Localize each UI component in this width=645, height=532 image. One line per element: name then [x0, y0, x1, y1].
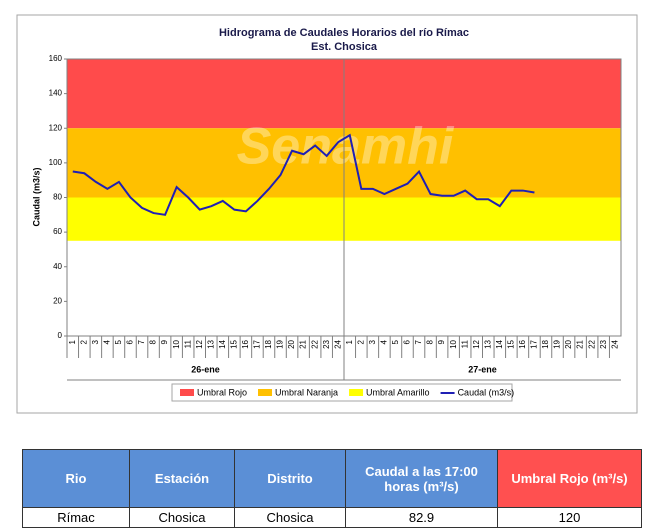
- table-header: Distrito: [234, 449, 346, 508]
- y-tick-label: 60: [53, 227, 62, 236]
- x-tick-label: 9: [160, 339, 169, 344]
- x-tick-label: 23: [322, 339, 331, 348]
- x-tick-label: 7: [414, 339, 423, 344]
- x-tick-label: 2: [79, 339, 88, 344]
- x-tick-label: 18: [541, 339, 550, 348]
- x-tick-label: 13: [483, 339, 492, 348]
- x-tick-label: 22: [587, 339, 596, 348]
- x-tick-label: 15: [506, 339, 515, 348]
- y-tick-label: 0: [58, 331, 63, 340]
- x-tick-label: 11: [460, 339, 469, 348]
- x-group-label: 26-ene: [191, 364, 220, 374]
- table-cell: Chosica: [129, 507, 235, 528]
- x-tick-label: 12: [472, 339, 481, 348]
- x-tick-label: 16: [518, 339, 527, 348]
- table-header: Estación: [129, 449, 235, 508]
- legend-swatch: [258, 389, 273, 396]
- legend-label: Caudal (m3/s): [458, 387, 515, 397]
- table-cell: Rímac: [22, 507, 130, 528]
- x-tick-label: 2: [356, 339, 365, 344]
- y-tick-label: 100: [49, 158, 63, 167]
- x-tick-label: 14: [218, 339, 227, 348]
- x-tick-label: 20: [564, 339, 573, 348]
- x-tick-label: 10: [172, 339, 181, 348]
- x-tick-label: 18: [264, 339, 273, 348]
- data-line: [72, 133, 535, 216]
- y-axis-label: Caudal (m3/s): [31, 167, 41, 226]
- x-tick-label: 16: [241, 339, 250, 348]
- legend-label: Umbral Naranja: [275, 387, 338, 397]
- x-tick-label: 22: [310, 339, 319, 348]
- x-tick-label: 24: [333, 339, 342, 348]
- y-tick-label: 40: [53, 262, 62, 271]
- table-cell: Chosica: [234, 507, 346, 528]
- table-header: Umbral Rojo (m³/s): [497, 449, 642, 508]
- legend-label: Umbral Amarillo: [366, 387, 430, 397]
- x-tick-label: 11: [183, 339, 192, 348]
- x-tick-label: 9: [437, 339, 446, 344]
- y-tick-label: 120: [49, 123, 63, 132]
- y-tick-label: 140: [49, 89, 63, 98]
- x-tick-label: 3: [91, 339, 100, 344]
- legend-swatch: [180, 389, 194, 396]
- x-tick-label: 7: [137, 339, 146, 344]
- x-tick-label: 4: [103, 339, 112, 344]
- x-tick-label: 8: [426, 339, 435, 344]
- x-tick-label: 19: [553, 339, 562, 348]
- x-tick-label: 21: [299, 339, 308, 348]
- x-tick-label: 17: [253, 339, 262, 348]
- y-tick-label: 80: [53, 193, 62, 202]
- y-tick-label: 20: [53, 296, 62, 305]
- watermark: Senamhi: [237, 118, 455, 176]
- legend-label: Umbral Rojo: [197, 387, 247, 397]
- x-group-label: 27-ene: [468, 364, 497, 374]
- table-header: Rio: [22, 449, 130, 508]
- x-tick-label: 1: [345, 339, 354, 344]
- x-tick-label: 4: [380, 339, 389, 344]
- x-tick-label: 19: [276, 339, 285, 348]
- x-tick-label: 8: [149, 339, 158, 344]
- x-tick-label: 10: [449, 339, 458, 348]
- x-tick-label: 24: [610, 339, 619, 348]
- x-tick-label: 13: [206, 339, 215, 348]
- chart: Hidrograma de Caudales Horarios del río …: [16, 14, 638, 414]
- x-tick-label: 3: [368, 339, 377, 344]
- chart-subtitle: Est. Chosica: [311, 41, 378, 53]
- x-tick-label: 14: [495, 339, 504, 348]
- x-tick-label: 23: [599, 339, 608, 348]
- x-tick-label: 12: [195, 339, 204, 348]
- table-cell: 82.9: [345, 507, 498, 528]
- table-cell: 120: [497, 507, 642, 528]
- x-tick-label: 1: [68, 339, 77, 344]
- x-tick-label: 5: [114, 339, 123, 344]
- x-tick-label: 21: [576, 339, 585, 348]
- x-tick-label: 17: [530, 339, 539, 348]
- legend-swatch: [349, 389, 364, 396]
- chart-title: Hidrograma de Caudales Horarios del río …: [219, 27, 469, 39]
- y-tick-label: 160: [49, 54, 63, 63]
- x-tick-label: 20: [287, 339, 296, 348]
- legend-frame: [171, 383, 513, 402]
- table-header: Caudal a las 17:00 horas (m³/s): [345, 449, 498, 508]
- x-tick-label: 6: [126, 339, 135, 344]
- x-tick-label: 15: [229, 339, 238, 348]
- x-tick-label: 6: [403, 339, 412, 344]
- data-table: Rio Estación Distrito Caudal a las 17:00…: [22, 449, 642, 528]
- x-tick-label: 5: [391, 339, 400, 344]
